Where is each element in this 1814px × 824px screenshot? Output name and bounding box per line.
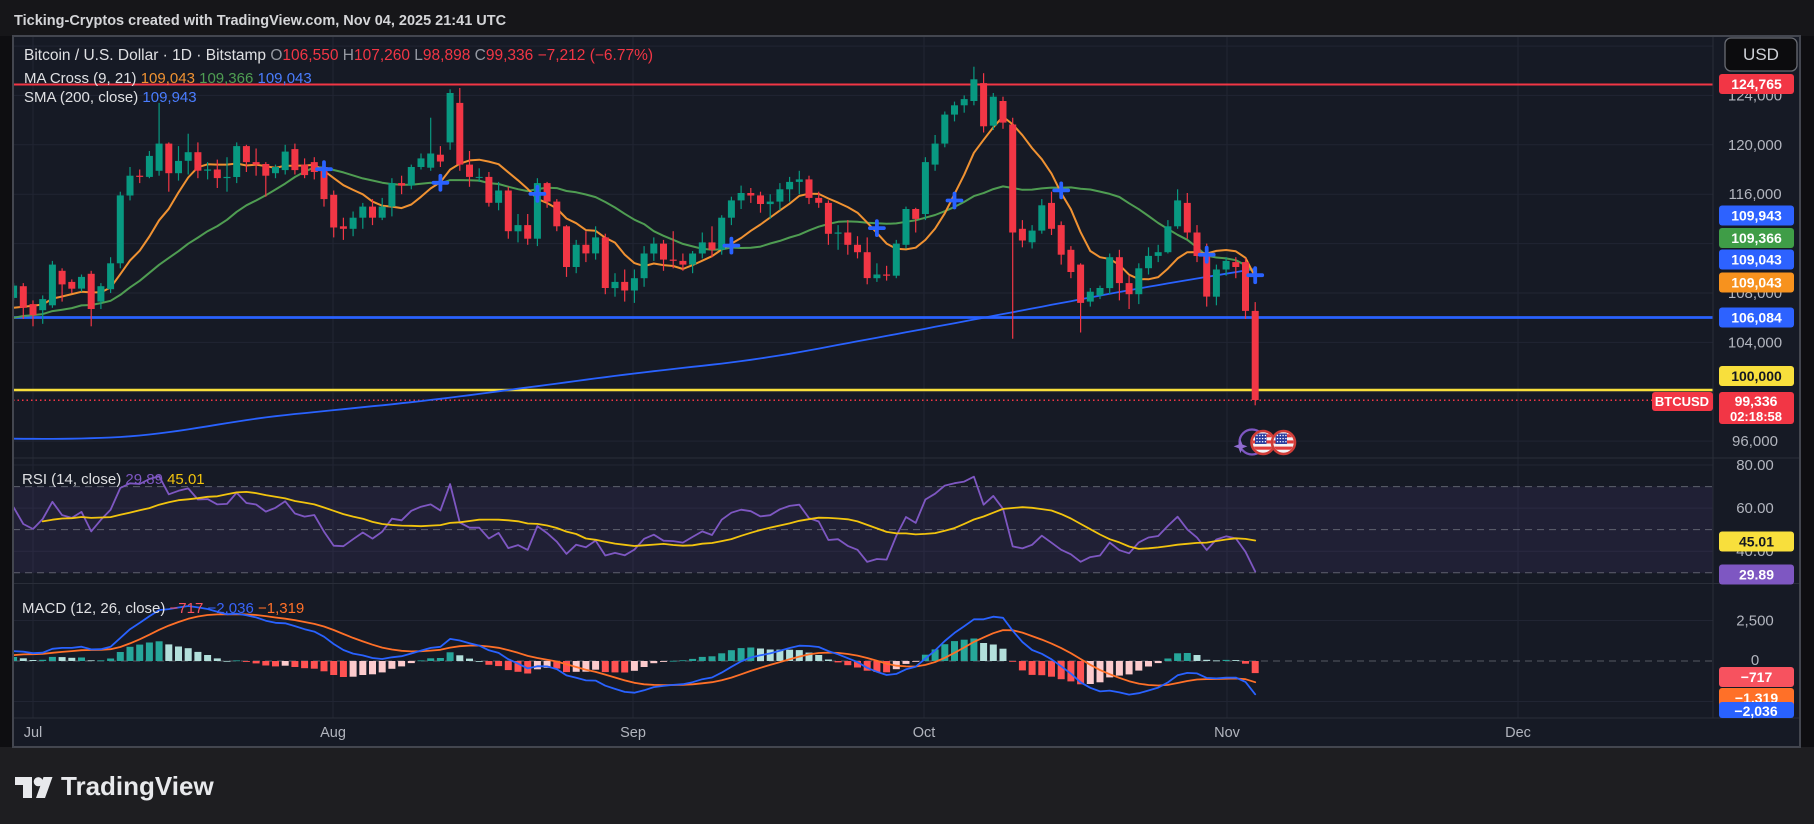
svg-text:Aug: Aug	[320, 725, 346, 741]
svg-text:60.00: 60.00	[1736, 500, 1774, 517]
svg-text:99,336: 99,336	[1735, 393, 1778, 409]
svg-text:Oct: Oct	[913, 725, 936, 741]
svg-text:0: 0	[1751, 652, 1759, 669]
svg-text:USD: USD	[1743, 45, 1779, 64]
svg-text:109,943: 109,943	[1731, 208, 1782, 224]
svg-text:MACD (12, 26, close) −717 −2: MACD (12, 26, close) −717 −2,036 −1,319	[22, 600, 304, 617]
svg-text:−717: −717	[1741, 669, 1773, 685]
svg-text:−2,036: −2,036	[1734, 703, 1777, 719]
svg-text:BTCUSD: BTCUSD	[1655, 394, 1709, 409]
svg-text:2,500: 2,500	[1736, 613, 1774, 630]
svg-text:45.01: 45.01	[1739, 534, 1774, 550]
svg-text:120,000: 120,000	[1728, 137, 1782, 154]
svg-text:02:18:58: 02:18:58	[1730, 409, 1782, 424]
svg-text:124,765: 124,765	[1731, 76, 1782, 92]
svg-text:104,000: 104,000	[1728, 334, 1782, 351]
svg-text:Bitcoin / U.S. Dollar · 1D · B: Bitcoin / U.S. Dollar · 1D · Bitstamp O1…	[24, 47, 653, 64]
svg-text:100,000: 100,000	[1731, 368, 1782, 384]
svg-text:RSI (14, close) 29.89 45.01: RSI (14, close) 29.89 45.01	[22, 471, 205, 488]
svg-text:109,043: 109,043	[1731, 275, 1782, 291]
svg-text:Dec: Dec	[1505, 725, 1531, 741]
svg-text:SMA (200, close) 109,943: SMA (200, close) 109,943	[24, 89, 197, 106]
svg-text:29.89: 29.89	[1739, 567, 1774, 583]
svg-text:80.00: 80.00	[1736, 457, 1774, 474]
svg-text:116,000: 116,000	[1728, 186, 1781, 203]
svg-text:Ticking-Cryptos created with T: Ticking-Cryptos created with TradingView…	[14, 13, 507, 29]
svg-text:106,084: 106,084	[1731, 310, 1782, 326]
svg-text:109,043: 109,043	[1731, 252, 1782, 268]
svg-text:MA Cross (9, 21) 109,043 109: MA Cross (9, 21) 109,043 109,366 109,043	[24, 70, 312, 87]
svg-text:Sep: Sep	[620, 725, 646, 741]
svg-text:Nov: Nov	[1214, 725, 1241, 741]
svg-text:109,366: 109,366	[1731, 230, 1782, 246]
svg-text:96,000: 96,000	[1732, 433, 1778, 450]
svg-text:Jul: Jul	[24, 725, 43, 741]
svg-text:TradingView: TradingView	[61, 771, 214, 801]
